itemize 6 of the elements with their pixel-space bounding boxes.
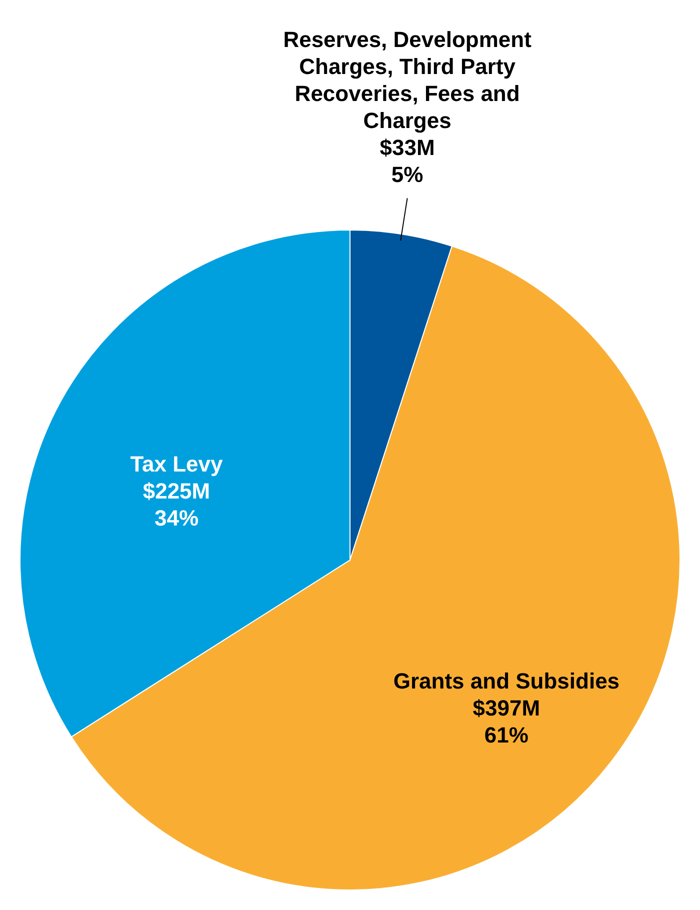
data-label: $225M 34% — [142, 478, 210, 531]
data-label: $33M 5% — [380, 135, 435, 188]
slice-label: Reserves, Development Charges, Third Party Recoveries, Fees and Charges — [283, 27, 532, 134]
slice-label: Tax Levy — [130, 452, 224, 477]
slice-label: Grants and Subsidies — [393, 668, 620, 694]
data-label: $397M 61% — [472, 695, 540, 748]
